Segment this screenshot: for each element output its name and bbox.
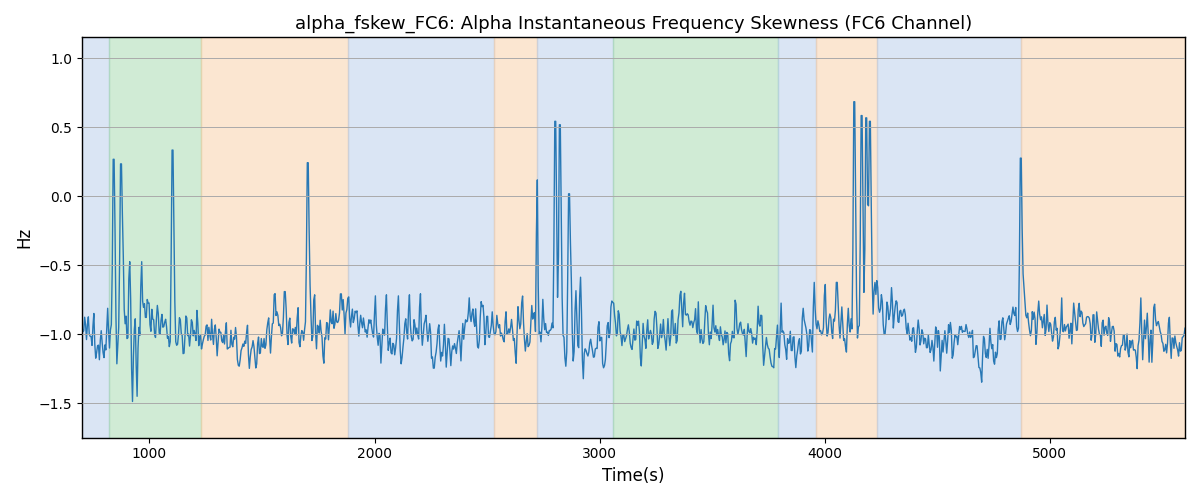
Bar bbox=[876, 38, 1021, 438]
Bar bbox=[109, 38, 202, 438]
Bar bbox=[1021, 38, 1186, 438]
X-axis label: Time(s): Time(s) bbox=[602, 467, 665, 485]
Bar bbox=[778, 38, 816, 438]
Title: alpha_fskew_FC6: Alpha Instantaneous Frequency Skewness (FC6 Channel): alpha_fskew_FC6: Alpha Instantaneous Fre… bbox=[295, 15, 972, 34]
Bar bbox=[82, 38, 109, 438]
Y-axis label: Hz: Hz bbox=[14, 227, 32, 248]
Bar bbox=[348, 38, 494, 438]
Bar bbox=[494, 38, 536, 438]
Bar bbox=[613, 38, 778, 438]
Bar bbox=[202, 38, 348, 438]
Bar bbox=[816, 38, 876, 438]
Bar bbox=[536, 38, 613, 438]
